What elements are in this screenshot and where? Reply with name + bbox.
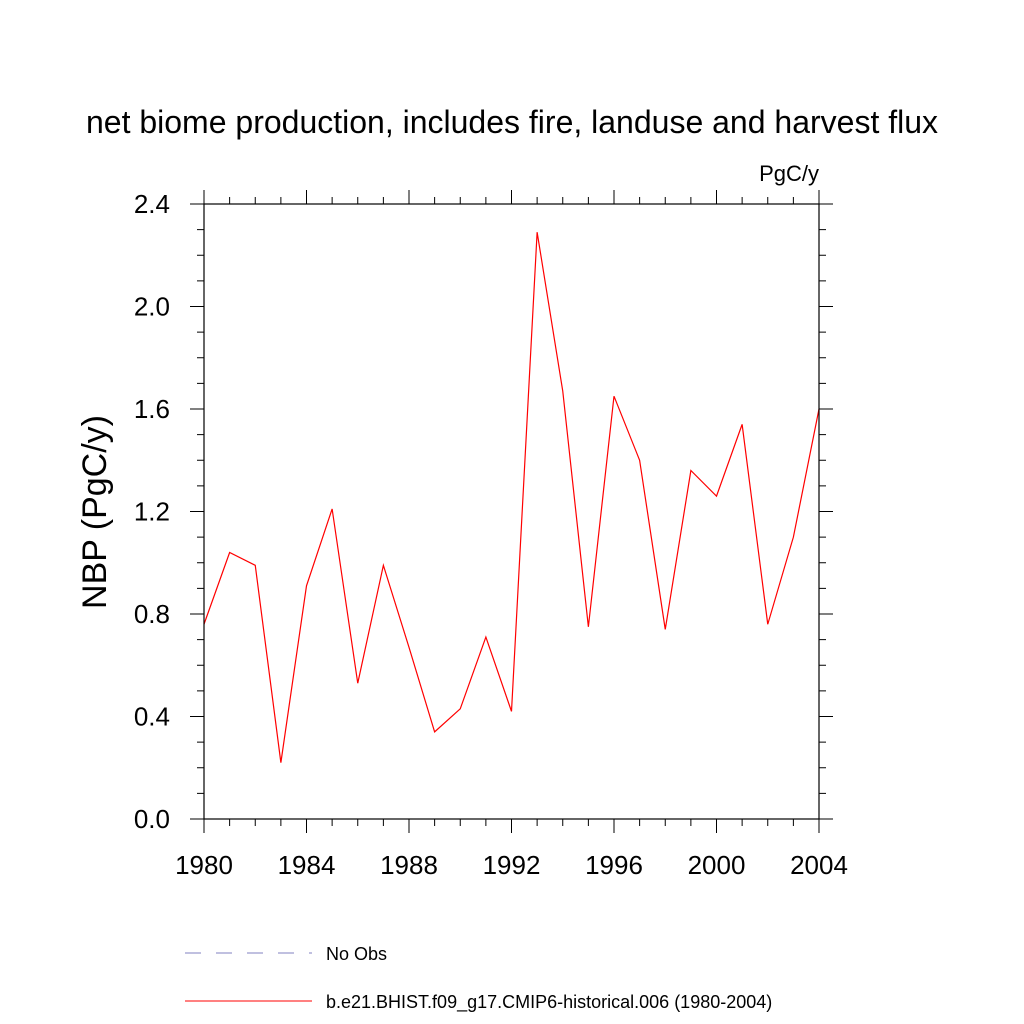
x-tick-label: 1992 [483, 850, 541, 880]
y-tick-label: 1.2 [134, 497, 170, 527]
axis-ticks [190, 190, 833, 833]
x-tick-label: 1980 [175, 850, 233, 880]
legend-label-model: b.e21.BHIST.f09_g17.CMIP6-historical.006… [326, 992, 772, 1013]
legend-label-no-obs: No Obs [326, 944, 387, 964]
x-tick-label: 1984 [278, 850, 336, 880]
x-tick-label: 1988 [380, 850, 438, 880]
x-tick-labels: 1980 1984 1988 1992 1996 2000 2004 [175, 850, 848, 880]
y-tick-label: 0.4 [134, 702, 170, 732]
y-axis-label: NBP (PgC/y) [76, 415, 114, 609]
y-tick-label: 0.0 [134, 804, 170, 834]
legend: No Obs b.e21.BHIST.f09_g17.CMIP6-histori… [185, 944, 772, 1013]
y-tick-labels: 0.0 0.4 0.8 1.2 1.6 2.0 2.4 [134, 189, 170, 834]
x-tick-label: 1996 [585, 850, 643, 880]
series-line-0 [203, 232, 820, 763]
x-tick-label: 2000 [688, 850, 746, 880]
plot-frame [203, 203, 820, 820]
plot-series [203, 232, 820, 763]
x-tick-label: 2004 [790, 850, 848, 880]
y-tick-label: 0.8 [134, 599, 170, 629]
y-tick-label: 2.0 [134, 292, 170, 322]
y-tick-label: 2.4 [134, 189, 170, 219]
units-label: PgC/y [759, 161, 819, 186]
chart-title: net biome production, includes fire, lan… [86, 104, 938, 140]
y-tick-label: 1.6 [134, 394, 170, 424]
